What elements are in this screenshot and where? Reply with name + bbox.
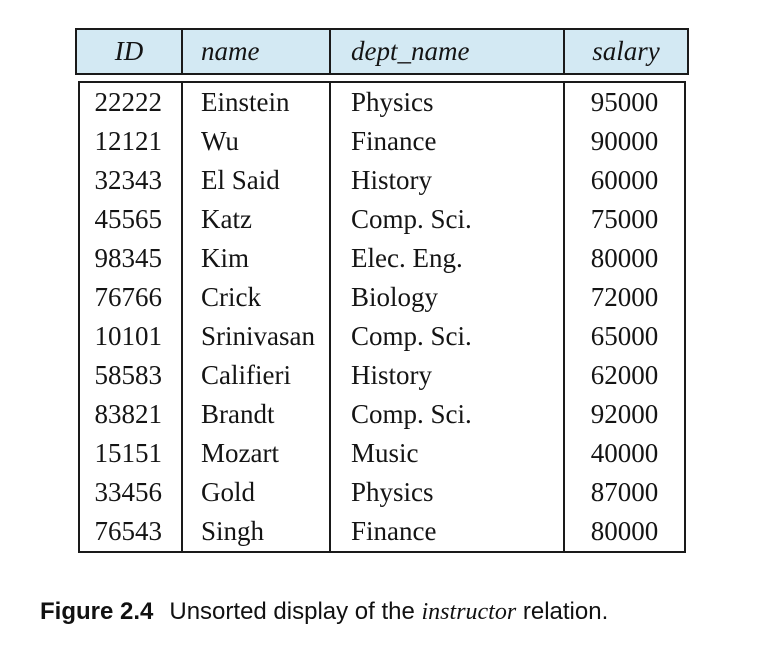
cell-dept-name: Finance — [331, 122, 565, 161]
cell-id: 22222 — [80, 83, 183, 122]
column-header-salary: salary — [592, 36, 660, 66]
figure-caption-text-after: relation. — [516, 598, 609, 625]
cell-id: 10101 — [80, 317, 183, 356]
cell-name: Mozart — [183, 434, 331, 473]
cell-name: El Said — [183, 161, 331, 200]
cell-id: 15151 — [80, 434, 183, 473]
cell-dept-name: Biology — [331, 278, 565, 317]
table-row: 58583 Califieri History 62000 — [80, 356, 684, 395]
column-header-id: ID — [77, 30, 183, 73]
cell-id: 58583 — [80, 356, 183, 395]
cell-dept-name: Physics — [331, 473, 565, 512]
cell-name: Einstein — [183, 83, 331, 122]
figure-caption: Figure 2.4 Unsorted display of the instru… — [40, 597, 608, 627]
table-row: 33456 Gold Physics 87000 — [80, 473, 684, 512]
cell-dept-name: Elec. Eng. — [331, 239, 565, 278]
cell-id: 76766 — [80, 278, 183, 317]
table-row: 83821 Brandt Comp. Sci. 92000 — [80, 395, 684, 434]
table-row: 76543 Singh Finance 80000 — [80, 512, 684, 551]
table-row: 22222 Einstein Physics 95000 — [80, 83, 684, 122]
table-row: 76766 Crick Biology 72000 — [80, 278, 684, 317]
table-row: 15151 Mozart Music 40000 — [80, 434, 684, 473]
cell-salary: 60000 — [590, 165, 659, 195]
cell-name: Califieri — [183, 356, 331, 395]
cell-id: 76543 — [80, 512, 183, 551]
cell-salary: 80000 — [590, 243, 659, 273]
cell-id: 98345 — [80, 239, 183, 278]
cell-name: Katz — [183, 200, 331, 239]
cell-id: 45565 — [80, 200, 183, 239]
cell-dept-name: Comp. Sci. — [331, 317, 565, 356]
cell-name: Gold — [183, 473, 331, 512]
cell-dept-name: Finance — [331, 512, 565, 551]
cell-name: Crick — [183, 278, 331, 317]
figure-caption-text-before: Unsorted display of the — [169, 598, 422, 625]
cell-dept-name: Music — [331, 434, 565, 473]
cell-id: 83821 — [80, 395, 183, 434]
cell-salary: 80000 — [590, 516, 659, 546]
table-body: 22222 Einstein Physics 95000 12121 Wu Fi… — [78, 81, 686, 553]
cell-id: 32343 — [80, 161, 183, 200]
cell-dept-name: Physics — [331, 83, 565, 122]
cell-name: Kim — [183, 239, 331, 278]
cell-name: Singh — [183, 512, 331, 551]
table-row: 32343 El Said History 60000 — [80, 161, 684, 200]
cell-salary: 72000 — [590, 282, 659, 312]
table-row: 10101 Srinivasan Comp. Sci. 65000 — [80, 317, 684, 356]
cell-salary: 90000 — [590, 126, 659, 156]
cell-salary: 65000 — [590, 321, 659, 351]
cell-dept-name: History — [331, 161, 565, 200]
figure-caption-label: Figure 2.4 — [40, 598, 154, 625]
cell-dept-name: Comp. Sci. — [331, 395, 565, 434]
cell-dept-name: History — [331, 356, 565, 395]
cell-dept-name: Comp. Sci. — [331, 200, 565, 239]
cell-salary: 62000 — [590, 360, 659, 390]
cell-name: Srinivasan — [183, 317, 331, 356]
cell-name: Brandt — [183, 395, 331, 434]
figure-caption-relation-name: instructor — [421, 599, 517, 625]
cell-salary: 92000 — [590, 399, 659, 429]
cell-salary: 87000 — [590, 477, 659, 507]
column-header-dept-name: dept_name — [331, 30, 565, 73]
cell-id: 33456 — [80, 473, 183, 512]
table-header: ID name dept_name salary — [75, 28, 689, 75]
table-row: 98345 Kim Elec. Eng. 80000 — [80, 239, 684, 278]
cell-salary: 40000 — [590, 438, 659, 468]
cell-id: 12121 — [80, 122, 183, 161]
cell-name: Wu — [183, 122, 331, 161]
cell-salary: 75000 — [590, 204, 659, 234]
table-row: 45565 Katz Comp. Sci. 75000 — [80, 200, 684, 239]
column-header-name: name — [183, 30, 331, 73]
table-row: 12121 Wu Finance 90000 — [80, 122, 684, 161]
cell-salary: 95000 — [590, 87, 659, 117]
